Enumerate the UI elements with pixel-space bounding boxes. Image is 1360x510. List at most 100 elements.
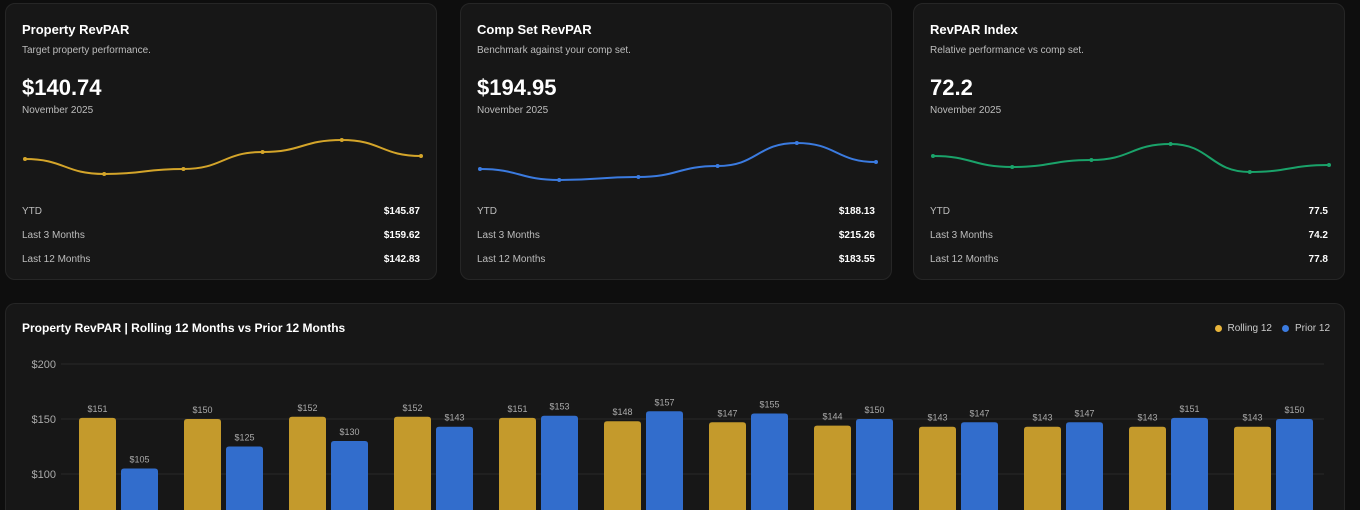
bar-prior[interactable]	[541, 415, 578, 510]
bar-prior[interactable]	[1276, 419, 1313, 510]
bar-prior[interactable]	[646, 411, 683, 510]
sparkline-point	[794, 141, 799, 145]
bar-value-label: $147	[969, 408, 989, 418]
y-tick-label: $100	[32, 469, 56, 481]
sparkline-point	[1247, 170, 1252, 174]
card-title: Property RevPAR	[22, 22, 130, 37]
bar-prior[interactable]	[331, 441, 368, 510]
bar-rolling[interactable]	[499, 417, 536, 510]
bar-prior[interactable]	[1171, 417, 1208, 510]
card-value: $140.74	[22, 75, 102, 100]
bar-value-label: $143	[1032, 413, 1052, 423]
stat-label: YTD	[22, 206, 42, 217]
sparkline-path	[479, 141, 877, 182]
bar-rolling[interactable]	[814, 425, 851, 510]
sparkline-point	[557, 178, 562, 182]
card-period: November 2025	[930, 105, 1002, 116]
stat-label: YTD	[930, 206, 950, 217]
card-subtitle: Target property performance.	[22, 45, 151, 56]
bar-value-label: $143	[444, 413, 464, 423]
stat-label: Last 3 Months	[477, 230, 540, 241]
card-subtitle: Benchmark against your comp set.	[477, 45, 631, 56]
bar-prior[interactable]	[436, 426, 473, 510]
card-period: November 2025	[477, 105, 549, 116]
bar-rolling[interactable]	[709, 422, 746, 510]
bar-value-label: $143	[927, 413, 947, 423]
sparkline-point	[1089, 158, 1094, 162]
stat-row: Last 12 Months 77.8	[930, 254, 1328, 265]
bar-value-label: $143	[1137, 413, 1157, 423]
bar-prior[interactable]	[121, 468, 158, 510]
card-value: 72.2	[930, 75, 973, 100]
bar-chart: $200 $150 $100 $151 $150 $152 $152 $151 $148 $147…	[32, 359, 1324, 510]
stat-row: YTD $188.13	[477, 206, 875, 217]
sparkline-point	[260, 150, 265, 154]
bar-value-label: $151	[1179, 404, 1199, 414]
card-value: $194.95	[477, 75, 557, 100]
stat-row: YTD 77.5	[930, 206, 1328, 217]
card-title: Comp Set RevPAR	[477, 22, 592, 37]
sparkline-point	[931, 154, 935, 158]
bar-value-label: $153	[549, 402, 569, 412]
chart-legend: Rolling 12 Prior 12	[1214, 323, 1330, 334]
sparkline	[478, 141, 878, 182]
stat-value: $183.55	[838, 254, 875, 265]
bar-value-label: $152	[402, 403, 422, 413]
y-tick-label: $200	[32, 359, 56, 371]
sparkline	[23, 138, 423, 176]
stat-value: 77.8	[1308, 254, 1328, 265]
legend-rolling-12[interactable]: Rolling 12	[1214, 323, 1272, 334]
bar-prior[interactable]	[1066, 422, 1103, 510]
bar-value-label: $105	[129, 455, 149, 465]
sparkline	[931, 142, 1331, 174]
stat-label: Last 12 Months	[22, 254, 91, 265]
stat-row: Last 12 Months $142.83	[22, 254, 420, 265]
stat-label: Last 12 Months	[930, 254, 999, 265]
bar-rolling[interactable]	[289, 416, 326, 510]
bar-rolling[interactable]	[184, 419, 221, 510]
stat-label: Last 3 Months	[930, 230, 993, 241]
bar-value-label: $151	[87, 404, 107, 414]
bar-rolling[interactable]	[919, 426, 956, 510]
legend-dot-icon	[1214, 325, 1222, 332]
sparkline-path	[932, 142, 1330, 174]
stat-value: $145.87	[383, 206, 420, 217]
sparkline-point	[478, 167, 482, 171]
kpi-card-1: Comp Set RevPAR Benchmark against your c…	[460, 3, 892, 280]
sparkline-point	[339, 138, 344, 142]
bar-rolling[interactable]	[1129, 426, 1166, 510]
bar-value-label: $155	[759, 400, 779, 410]
card-title: RevPAR Index	[930, 22, 1018, 37]
legend-label: Rolling 12	[1227, 323, 1272, 334]
sparkline-point	[1010, 165, 1015, 169]
bar-prior[interactable]	[856, 419, 893, 510]
sparkline-point	[23, 157, 27, 161]
card-period: November 2025	[22, 105, 94, 116]
stat-row: Last 12 Months $183.55	[477, 254, 875, 265]
bar-value-label: $144	[822, 412, 842, 422]
sparkline-point	[102, 172, 107, 176]
bar-rolling[interactable]	[1234, 426, 1271, 510]
sparkline-point	[874, 160, 878, 164]
bar-value-label: $125	[234, 433, 254, 443]
stat-value: 74.2	[1308, 230, 1328, 241]
sparkline-point	[1327, 163, 1331, 167]
legend-prior-12[interactable]: Prior 12	[1281, 323, 1330, 334]
legend-dot-icon	[1281, 325, 1289, 332]
bar-rolling[interactable]	[604, 421, 641, 510]
bar-prior[interactable]	[226, 446, 263, 510]
sparkline-path	[24, 138, 422, 176]
y-tick-label: $150	[32, 414, 56, 426]
sparkline-point	[1168, 142, 1173, 146]
bar-rolling[interactable]	[1024, 426, 1061, 510]
card-subtitle: Relative performance vs comp set.	[930, 45, 1084, 56]
bar-prior[interactable]	[751, 413, 788, 510]
stat-value: $188.13	[838, 206, 875, 217]
stat-value: 77.5	[1308, 206, 1328, 217]
bar-rolling[interactable]	[79, 417, 116, 510]
bar-prior[interactable]	[961, 422, 998, 510]
stat-row: YTD $145.87	[22, 206, 420, 217]
bar-rolling[interactable]	[394, 416, 431, 510]
chart-title: Property RevPAR | Rolling 12 Months vs P…	[22, 321, 346, 335]
stat-value: $159.62	[383, 230, 420, 241]
